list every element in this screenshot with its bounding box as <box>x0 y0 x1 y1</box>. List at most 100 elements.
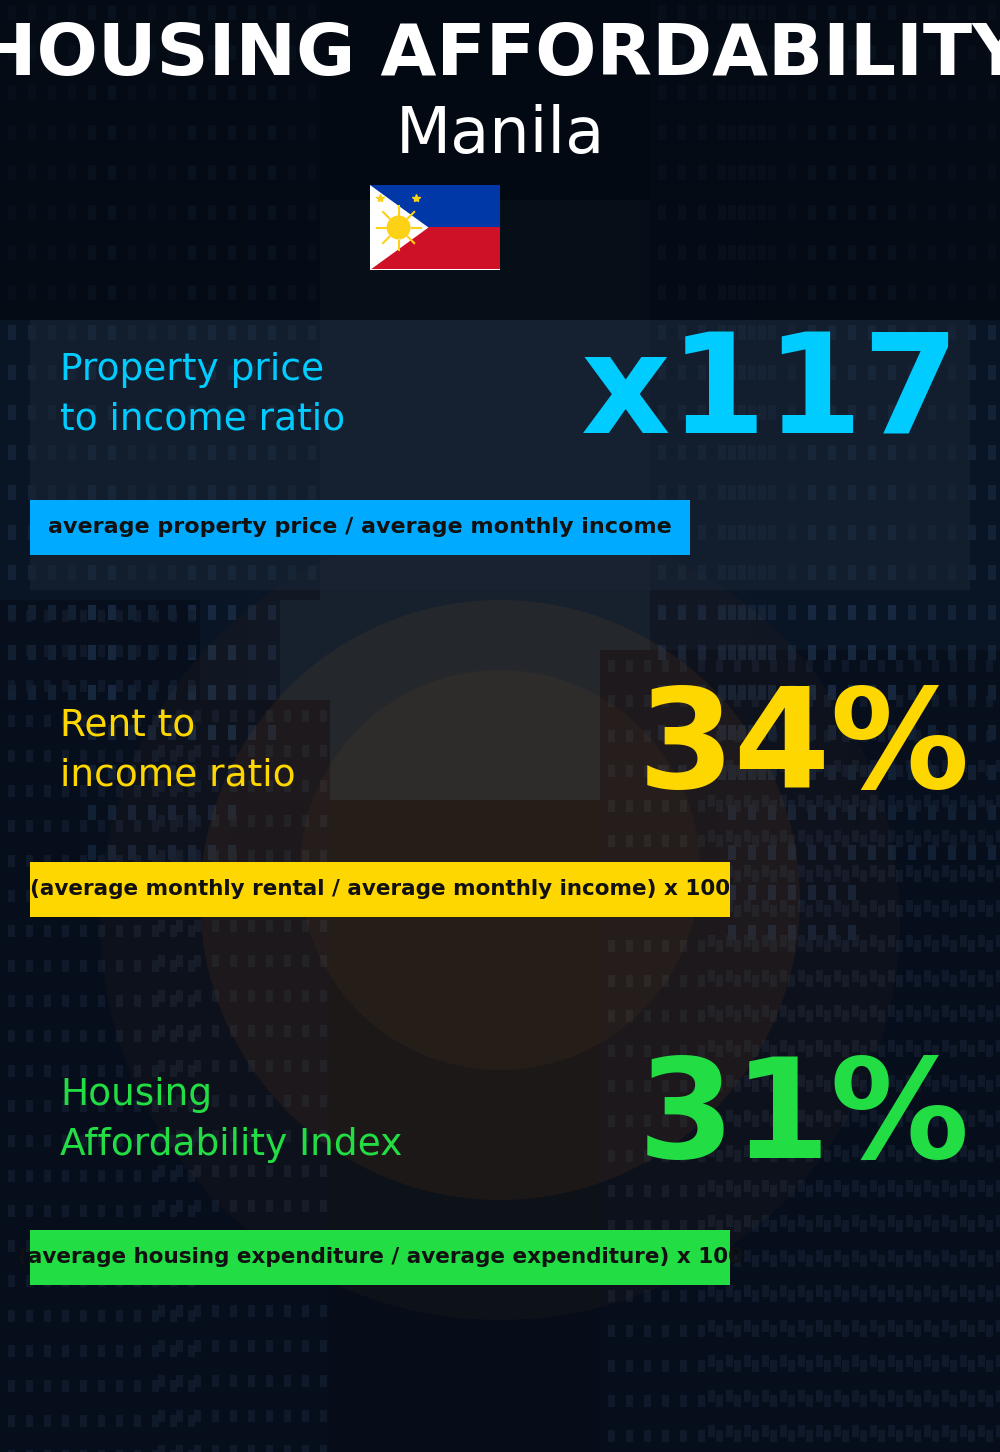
Bar <box>738 605 746 620</box>
Bar <box>230 1340 237 1352</box>
Bar <box>44 714 51 727</box>
Bar <box>176 1060 183 1072</box>
Bar <box>758 166 766 180</box>
Bar <box>698 1185 705 1196</box>
Bar <box>734 1255 741 1268</box>
Bar <box>170 1275 177 1286</box>
Bar <box>248 1375 255 1387</box>
Bar <box>8 605 16 620</box>
Bar <box>816 1320 823 1331</box>
Bar <box>716 800 723 812</box>
Bar <box>644 696 651 707</box>
Bar <box>680 835 687 847</box>
Bar <box>860 1115 867 1127</box>
Bar <box>948 685 956 700</box>
Bar <box>806 905 813 918</box>
Bar <box>748 86 756 100</box>
Bar <box>98 1170 105 1182</box>
Bar <box>808 166 816 180</box>
Bar <box>168 4 176 20</box>
Bar <box>680 1326 687 1337</box>
Bar <box>302 1270 309 1282</box>
Bar <box>266 1095 273 1106</box>
Bar <box>170 751 177 762</box>
Bar <box>108 45 116 60</box>
Bar <box>284 745 291 756</box>
Bar <box>88 86 96 100</box>
Bar <box>284 780 291 791</box>
Bar <box>68 325 76 340</box>
Bar <box>842 939 849 953</box>
Bar <box>698 1115 705 1127</box>
Circle shape <box>200 600 800 1199</box>
Bar <box>808 565 816 579</box>
Bar <box>170 1064 177 1077</box>
Bar <box>924 1040 931 1053</box>
Bar <box>828 166 836 180</box>
Bar <box>108 886 116 900</box>
Bar <box>188 325 196 340</box>
Bar <box>208 645 216 661</box>
Bar <box>266 1236 273 1247</box>
Bar <box>968 1220 975 1231</box>
Bar <box>116 1310 123 1321</box>
Bar <box>828 4 836 20</box>
Bar <box>986 1326 993 1337</box>
Bar <box>924 900 931 912</box>
Bar <box>680 1115 687 1127</box>
Bar <box>320 745 327 756</box>
Bar <box>248 45 256 60</box>
Bar <box>948 526 956 540</box>
Bar <box>228 605 236 620</box>
Bar <box>680 974 687 987</box>
Bar <box>176 815 183 828</box>
Bar <box>266 955 273 967</box>
Bar <box>88 166 96 180</box>
Bar <box>30 862 730 918</box>
Bar <box>168 405 176 420</box>
Bar <box>658 605 666 620</box>
Bar <box>8 995 15 1008</box>
Bar <box>208 804 216 820</box>
Bar <box>8 645 16 661</box>
Bar <box>26 1205 33 1217</box>
Bar <box>644 1255 651 1268</box>
Bar <box>868 364 876 380</box>
Bar <box>248 205 256 221</box>
Bar <box>798 796 805 807</box>
Bar <box>770 1289 777 1302</box>
Bar <box>744 900 751 912</box>
Bar <box>68 4 76 20</box>
Bar <box>308 86 316 100</box>
Bar <box>176 710 183 722</box>
Bar <box>896 1430 903 1442</box>
Bar <box>888 796 895 807</box>
Bar <box>860 696 867 707</box>
Bar <box>248 285 256 301</box>
Bar <box>212 1236 219 1247</box>
Bar <box>228 485 236 499</box>
Bar <box>718 166 726 180</box>
Bar <box>888 405 896 420</box>
Bar <box>228 86 236 100</box>
Bar <box>188 4 196 20</box>
Bar <box>870 1250 877 1262</box>
Bar <box>848 685 856 700</box>
Bar <box>644 1150 651 1162</box>
Bar <box>268 605 276 620</box>
Bar <box>698 285 706 301</box>
Bar <box>808 845 816 860</box>
Bar <box>230 780 237 791</box>
Bar <box>152 1170 159 1182</box>
Bar <box>834 1285 841 1297</box>
Bar <box>748 605 756 620</box>
Bar <box>806 974 813 987</box>
Bar <box>608 1150 615 1162</box>
Bar <box>758 444 766 460</box>
Bar <box>996 1005 1000 1016</box>
Bar <box>62 1275 69 1286</box>
Bar <box>718 444 726 460</box>
Bar <box>758 645 766 661</box>
Bar <box>726 796 733 807</box>
Bar <box>988 725 996 741</box>
